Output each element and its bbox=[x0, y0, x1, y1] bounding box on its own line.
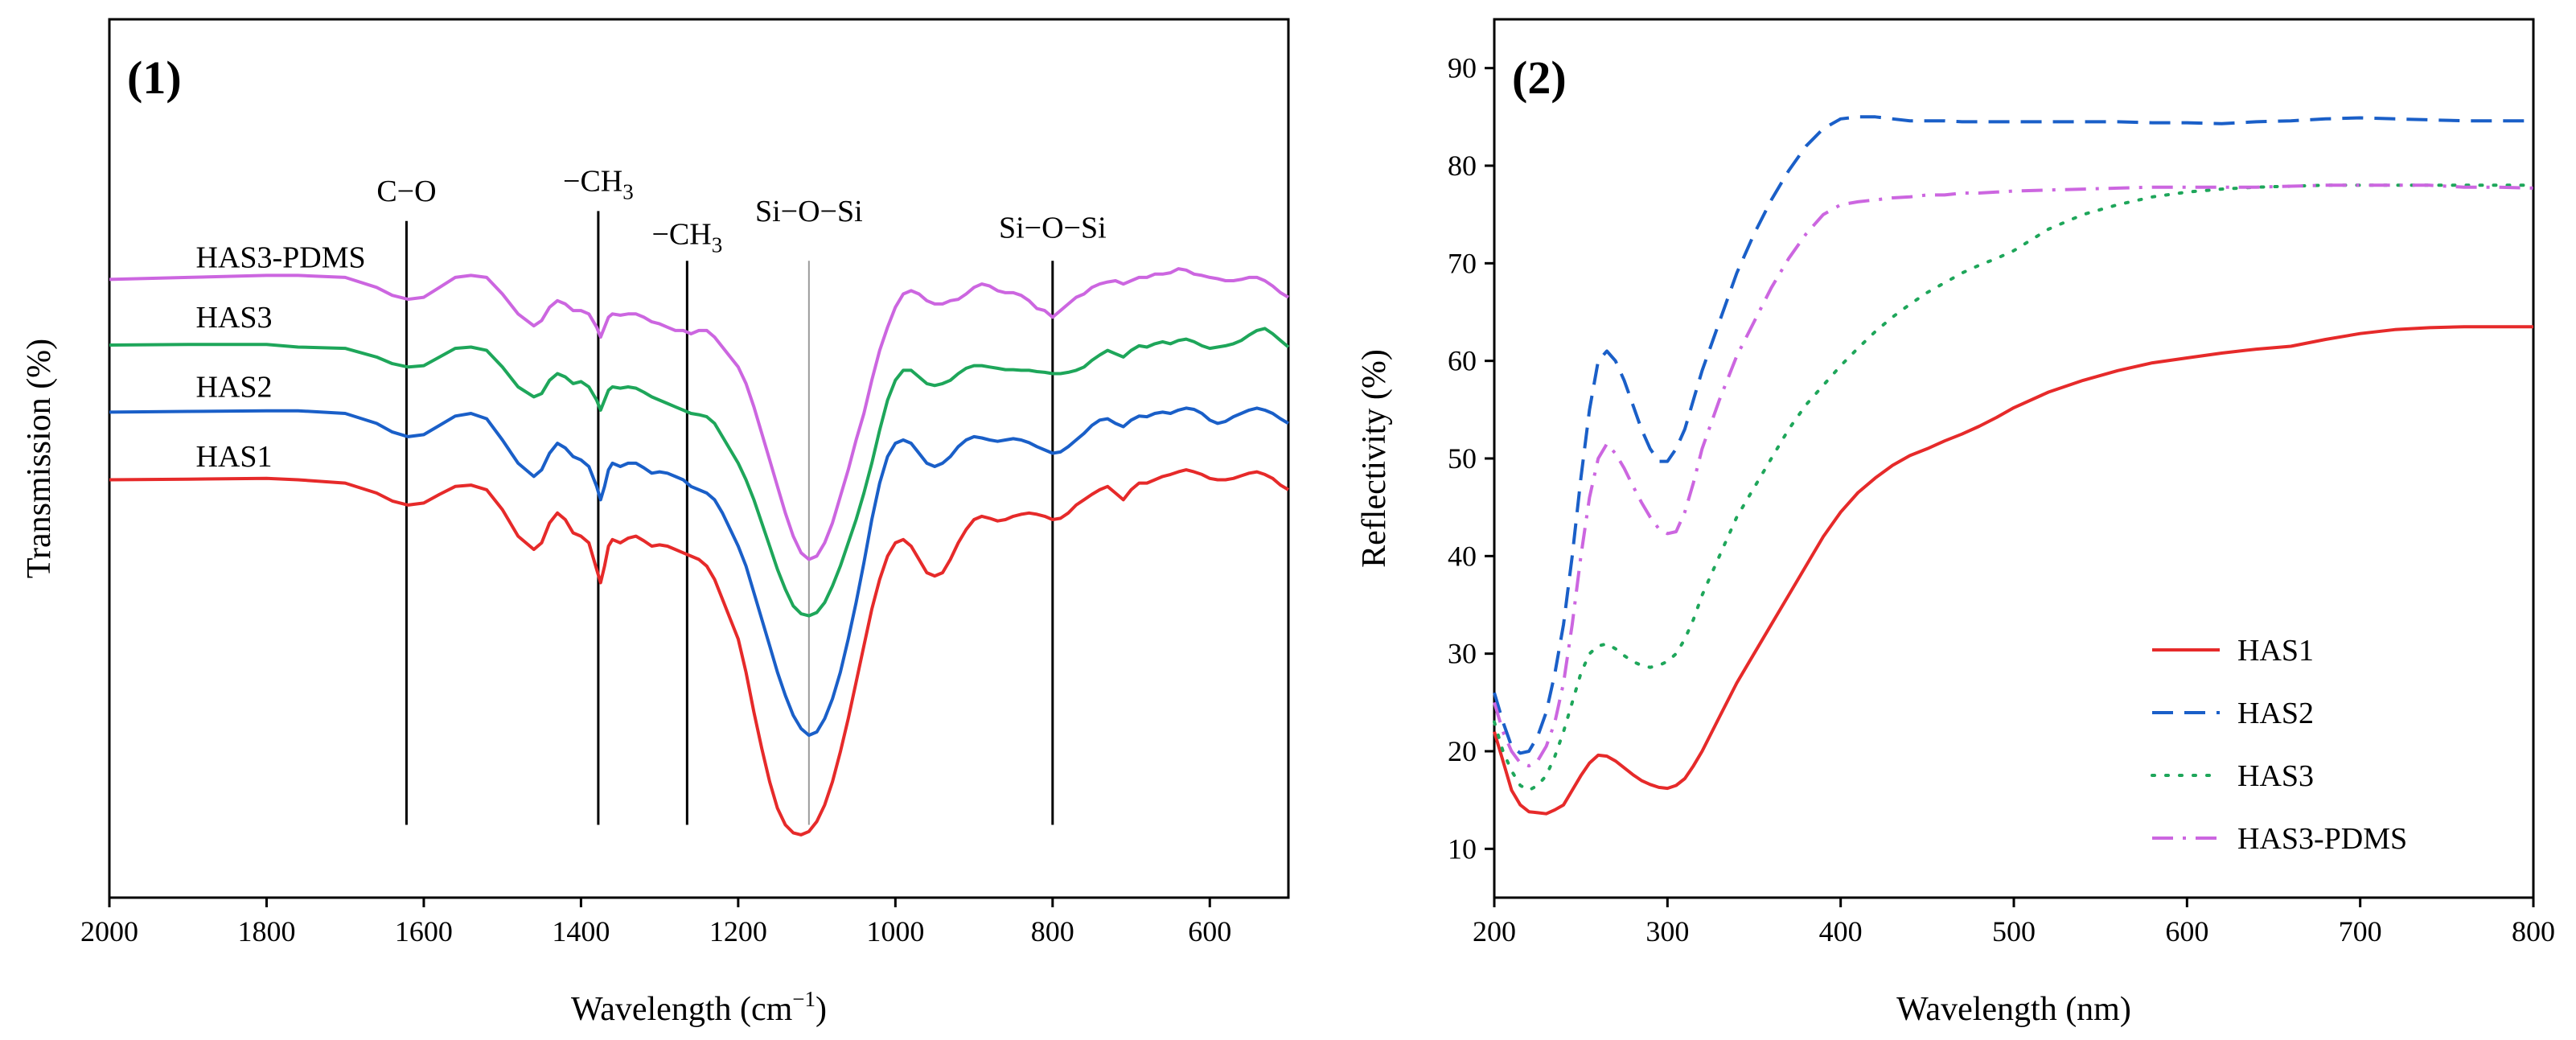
series-has1-line bbox=[1493, 325, 2533, 816]
panel2-y-tick-label: 80 bbox=[1448, 150, 1477, 182]
band-marker-label: −CH3 bbox=[651, 218, 722, 257]
panel1-x-axis-title: Wavelength (cm−1) bbox=[571, 987, 827, 1028]
panel2-x-tick-label: 400 bbox=[1819, 915, 1863, 948]
panel2-x-tick-label: 300 bbox=[1645, 915, 1689, 948]
reflectivity-series bbox=[1493, 115, 2535, 816]
series-label-has3-pdms: HAS3-PDMS bbox=[196, 241, 366, 275]
legend-label-has3: HAS3 bbox=[2237, 759, 2314, 793]
series-label-has3: HAS3 bbox=[196, 301, 273, 335]
band-marker-label: C−O bbox=[376, 175, 436, 208]
panel2-y-ticks: 10 20 30 40 50 60 70 80 90 bbox=[1448, 52, 1494, 865]
panel1-x-tick-label: 1400 bbox=[552, 915, 610, 948]
panel2-x-axis-title: Wavelength (nm) bbox=[1896, 991, 2131, 1028]
panel2-y-tick-label: 90 bbox=[1448, 52, 1477, 84]
legend-label-has3-pdms: HAS3-PDMS bbox=[2237, 822, 2407, 856]
panel2-y-tick-label: 70 bbox=[1448, 247, 1477, 279]
panel2-x-tick-label: 800 bbox=[2512, 915, 2555, 948]
panel1-x-tick-label: 600 bbox=[1188, 915, 1231, 948]
panel1-x-tick-label: 800 bbox=[1031, 915, 1074, 948]
band-marker-label-text: −CH bbox=[651, 218, 711, 252]
panel2-y-tick-label: 50 bbox=[1448, 442, 1477, 475]
series-label-has2: HAS2 bbox=[196, 370, 273, 404]
panel2-plot-frame bbox=[1493, 18, 2535, 899]
panel2-y-tick-label: 10 bbox=[1448, 832, 1477, 865]
band-marker-label-text: −CH bbox=[563, 165, 622, 199]
panel1-x-tick-label: 2000 bbox=[80, 915, 138, 948]
panel1-x-ticks: 2000 1800 1600 1400 1200 1000 800 600 bbox=[80, 898, 1231, 948]
series-has2-line bbox=[1493, 115, 2533, 755]
panel2-x-tick-label: 200 bbox=[1473, 915, 1516, 948]
panel1-x-tick-label: 1000 bbox=[866, 915, 924, 948]
panel2-x-tick-label: 600 bbox=[2165, 915, 2208, 948]
panel1-x-axis-title-main: Wavelength (cm bbox=[571, 991, 793, 1028]
band-marker-label-text: C−O bbox=[376, 175, 436, 208]
reflectivity-panel: (2) 200 300 400 500 600 700 800 10 20 30 40 50 60 70… bbox=[1356, 18, 2555, 1028]
panel2-label: (2) bbox=[1512, 51, 1567, 104]
panel1-x-axis-title-end: ) bbox=[816, 991, 827, 1028]
panel2-x-ticks: 200 300 400 500 600 700 800 bbox=[1473, 898, 2555, 948]
panel2-y-tick-label: 40 bbox=[1448, 540, 1477, 572]
panel2-y-axis-title: Reflectivity (%) bbox=[1356, 349, 1393, 568]
panel1-x-axis-title-exponent: −1 bbox=[792, 987, 816, 1011]
panel2-x-tick-label: 500 bbox=[1992, 915, 2036, 948]
panel1-x-tick-label: 1200 bbox=[709, 915, 767, 948]
panel2-y-tick-label: 30 bbox=[1448, 638, 1477, 670]
series-has3-line bbox=[1493, 183, 2535, 792]
panel1-x-tick-label: 1600 bbox=[395, 915, 453, 948]
band-marker-label-text: Si−O−Si bbox=[999, 211, 1107, 245]
panel1-y-axis-title: Transmission (%) bbox=[21, 339, 58, 578]
band-marker-label-text: Si−O−Si bbox=[755, 195, 863, 228]
series-has3-pdms-line bbox=[109, 267, 1290, 561]
legend-label-has2: HAS2 bbox=[2237, 697, 2314, 730]
band-marker-label-subscript: 3 bbox=[712, 233, 723, 257]
series-has1-line bbox=[109, 468, 1290, 837]
series-has3-pdms-line bbox=[1493, 183, 2534, 768]
panel1-plot-frame bbox=[108, 18, 1290, 899]
series-has2-line bbox=[109, 406, 1290, 738]
series-has3-line bbox=[109, 327, 1290, 618]
panel2-x-tick-label: 700 bbox=[2339, 915, 2382, 948]
band-marker-label: Si−O−Si bbox=[999, 211, 1107, 245]
band-marker-label: −CH3 bbox=[563, 165, 634, 204]
legend-label-has1: HAS1 bbox=[2237, 634, 2314, 668]
panel2-y-tick-label: 60 bbox=[1448, 345, 1477, 377]
band-marker-label-subscript: 3 bbox=[622, 180, 634, 204]
series-labels: HAS3-PDMS HAS3 HAS2 HAS1 bbox=[196, 241, 366, 475]
series-label-has1: HAS1 bbox=[196, 440, 273, 474]
band-marker-label: Si−O−Si bbox=[755, 195, 863, 228]
panel1-x-tick-label: 1800 bbox=[237, 915, 295, 948]
panel2-y-tick-label: 20 bbox=[1448, 735, 1477, 767]
panel1-label: (1) bbox=[127, 51, 182, 104]
transmission-series bbox=[109, 267, 1290, 837]
legend: HAS1 HAS2 HAS3 HAS3-PDMS bbox=[2151, 634, 2407, 856]
